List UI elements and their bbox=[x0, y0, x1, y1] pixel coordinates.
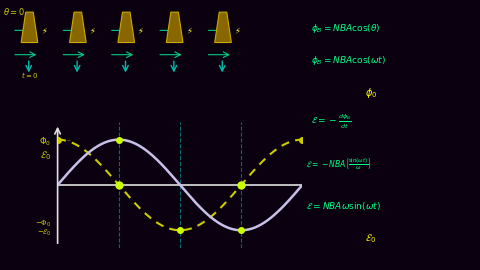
Text: $\theta=0$: $\theta=0$ bbox=[3, 6, 25, 17]
Text: $\phi_B=NBA\cos(\theta)$: $\phi_B=NBA\cos(\theta)$ bbox=[311, 22, 381, 35]
Text: $\phi_B=NBA\cos(\omega t)$: $\phi_B=NBA\cos(\omega t)$ bbox=[311, 54, 386, 67]
Text: $\mathcal{E}=NBA\omega\sin(\omega t)$: $\mathcal{E}=NBA\omega\sin(\omega t)$ bbox=[306, 200, 381, 212]
Text: $-\mathcal{E}_0$: $-\mathcal{E}_0$ bbox=[36, 227, 51, 238]
Text: $\mathcal{E}=-NBA\left[\frac{\sin(\omega t)}{\omega}\right]$: $\mathcal{E}=-NBA\left[\frac{\sin(\omega… bbox=[306, 157, 371, 172]
Text: $\mathcal{E}=-\frac{d\phi_B}{dt}$: $\mathcal{E}=-\frac{d\phi_B}{dt}$ bbox=[311, 113, 352, 131]
Text: ⚡: ⚡ bbox=[89, 26, 95, 35]
Text: ⚡: ⚡ bbox=[41, 26, 47, 35]
Text: $t=0$: $t=0$ bbox=[21, 70, 38, 80]
Polygon shape bbox=[70, 12, 86, 42]
Text: $\mathcal{E}_0$: $\mathcal{E}_0$ bbox=[40, 149, 51, 162]
Polygon shape bbox=[166, 12, 183, 42]
Polygon shape bbox=[215, 12, 231, 42]
Text: $-\Phi_0$: $-\Phi_0$ bbox=[35, 218, 51, 229]
Text: $\phi_0$: $\phi_0$ bbox=[365, 86, 377, 100]
Polygon shape bbox=[21, 12, 38, 42]
Text: ⚡: ⚡ bbox=[234, 26, 240, 35]
Text: ⚡: ⚡ bbox=[186, 26, 192, 35]
Text: ⚡: ⚡ bbox=[138, 26, 144, 35]
Text: $\mathcal{E}_0$: $\mathcal{E}_0$ bbox=[365, 232, 376, 245]
Polygon shape bbox=[118, 12, 134, 42]
Text: $\Phi_0$: $\Phi_0$ bbox=[39, 136, 51, 148]
